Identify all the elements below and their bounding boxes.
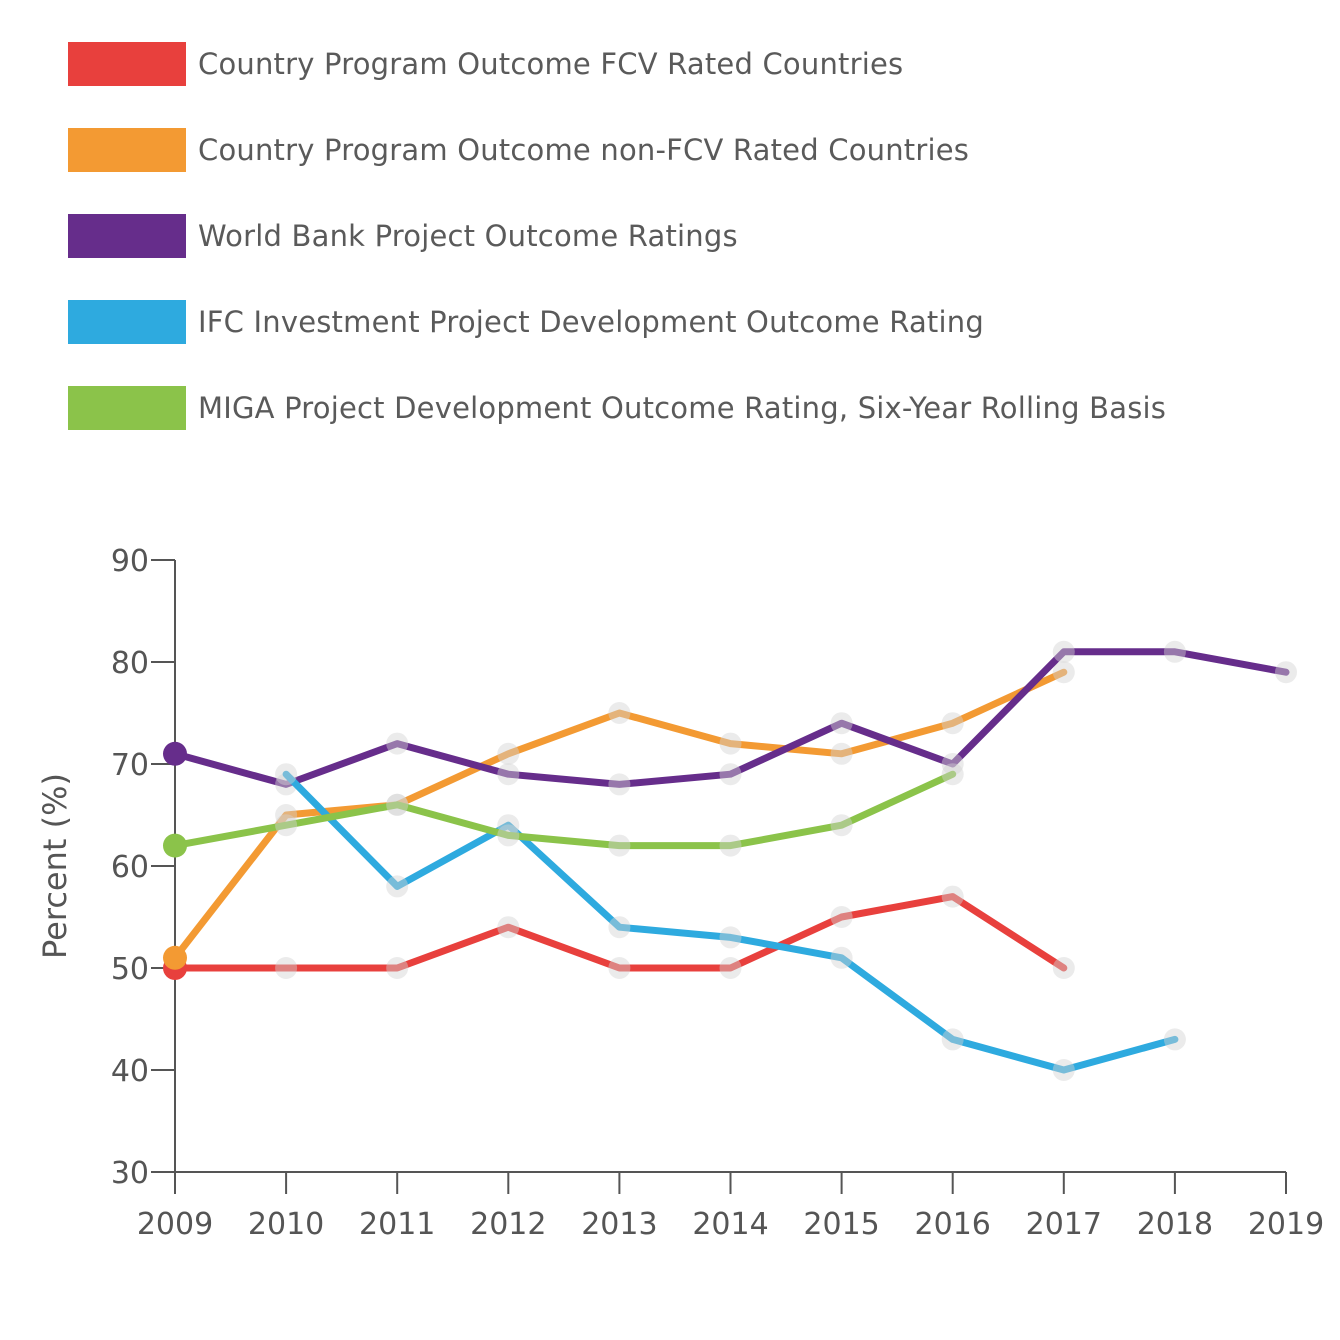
legend-label: Country Program Outcome non-FCV Rated Co… [198,133,970,167]
data-point [1052,1059,1075,1081]
data-point [608,834,631,857]
y-tick-label: 70 [111,748,149,783]
data-point [275,763,298,786]
data-point [830,814,853,837]
data-point [830,946,853,969]
y-tick-label: 80 [111,646,149,681]
x-tick-label: 2016 [915,1207,991,1242]
data-point [386,732,409,755]
legend-item: Country Program Outcome non-FCV Rated Co… [68,128,1268,172]
data-point [719,834,742,857]
y-tick-label: 60 [111,850,149,885]
x-tick-label: 2014 [692,1207,768,1242]
x-tick-label: 2015 [803,1207,879,1242]
data-point [830,742,853,765]
data-point [941,1028,964,1051]
series-line [171,648,1290,788]
data-point [941,763,964,786]
legend-label: World Bank Project Outcome Ratings [198,219,738,253]
y-axis-title: Percent (%) [36,773,74,959]
data-point [386,875,409,898]
data-point [1052,640,1075,663]
x-tick-label: 2010 [248,1207,324,1242]
x-tick-label: 2017 [1026,1207,1102,1242]
x-tick-label: 2012 [470,1207,546,1242]
legend-label: Country Program Outcome FCV Rated Countr… [198,47,904,81]
data-point [386,793,409,816]
data-point [941,712,964,735]
data-point [1275,661,1297,684]
data-point [386,957,409,979]
data-point [497,916,520,939]
data-point [941,753,964,775]
data-point [719,763,742,786]
y-tick-label: 40 [111,1054,149,1089]
data-point [608,916,631,939]
data-point [719,732,742,755]
data-point [163,945,187,970]
data-point [163,833,187,858]
data-point [830,906,853,928]
data-point [1163,1028,1186,1051]
data-point [719,957,742,979]
legend-swatch [68,300,186,344]
legend-swatch [68,42,186,86]
legend-item: Country Program Outcome FCV Rated Countr… [68,42,1268,86]
series-line [282,770,1179,1074]
legend-item: IFC Investment Project Development Outco… [68,300,1268,344]
data-point [830,712,853,735]
data-point [719,926,742,949]
x-tick-label: 2009 [137,1207,213,1242]
x-tick-label: 2013 [581,1207,657,1242]
data-point [1052,957,1075,979]
x-tick-label: 2018 [1137,1207,1213,1242]
series-line [171,893,1068,972]
y-tick-label: 30 [111,1156,149,1191]
data-point [608,773,631,796]
data-point [163,741,187,766]
legend-label: IFC Investment Project Development Outco… [198,305,984,339]
y-tick-label: 90 [111,544,149,579]
legend-label: MIGA Project Development Outcome Rating,… [198,391,1167,425]
data-point [275,957,298,979]
data-point [608,957,631,979]
x-tick-label: 2011 [359,1207,435,1242]
data-point [497,742,520,765]
data-point [1163,640,1186,663]
x-tick-label: 2019 [1248,1207,1324,1242]
data-point [275,804,298,826]
legend-swatch [68,214,186,258]
legend-swatch [68,128,186,172]
data-point [941,885,964,908]
data-point [497,824,520,847]
y-tick-label: 50 [111,952,149,987]
data-point [1052,661,1075,684]
series-line [171,770,957,850]
legend-item: World Bank Project Outcome Ratings [68,214,1268,258]
legend-swatch [68,386,186,430]
legend-item: MIGA Project Development Outcome Rating,… [68,386,1268,430]
data-point [275,814,298,837]
data-point [608,702,631,724]
data-point [497,763,520,786]
chart-legend: Country Program Outcome FCV Rated Countr… [68,42,1268,472]
